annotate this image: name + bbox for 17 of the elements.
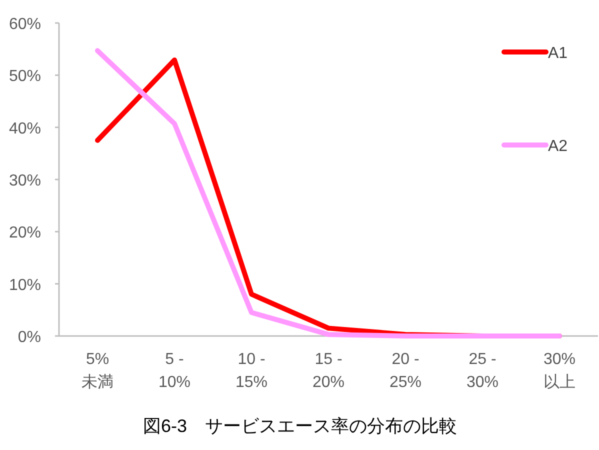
y-tick-label: 60% — [8, 16, 41, 33]
y-tick-label: 30% — [8, 172, 41, 190]
x-tick-label: 25 - 30% — [466, 351, 499, 391]
y-tick-label: 0% — [18, 329, 41, 346]
legend-label: A2 — [548, 138, 568, 155]
y-tick-label: 10% — [8, 276, 41, 294]
x-tick-label: 20 - 25% — [389, 351, 422, 391]
x-tick-label: 10 - 15% — [235, 351, 268, 391]
legend-label: A1 — [548, 45, 568, 62]
y-tick-label: 40% — [8, 120, 41, 138]
y-tick-label: 20% — [8, 224, 41, 242]
x-tick-label: 30% 以上 — [543, 351, 576, 391]
text: 図6-3 サービスエース率の分布の比較 — [142, 416, 458, 436]
y-tick-label: 50% — [8, 68, 41, 86]
x-tick-label: 5% 未満 — [82, 351, 114, 391]
x-tick-label: 15 - 20% — [312, 351, 345, 391]
x-tick-label: 5 - 10% — [158, 351, 191, 391]
